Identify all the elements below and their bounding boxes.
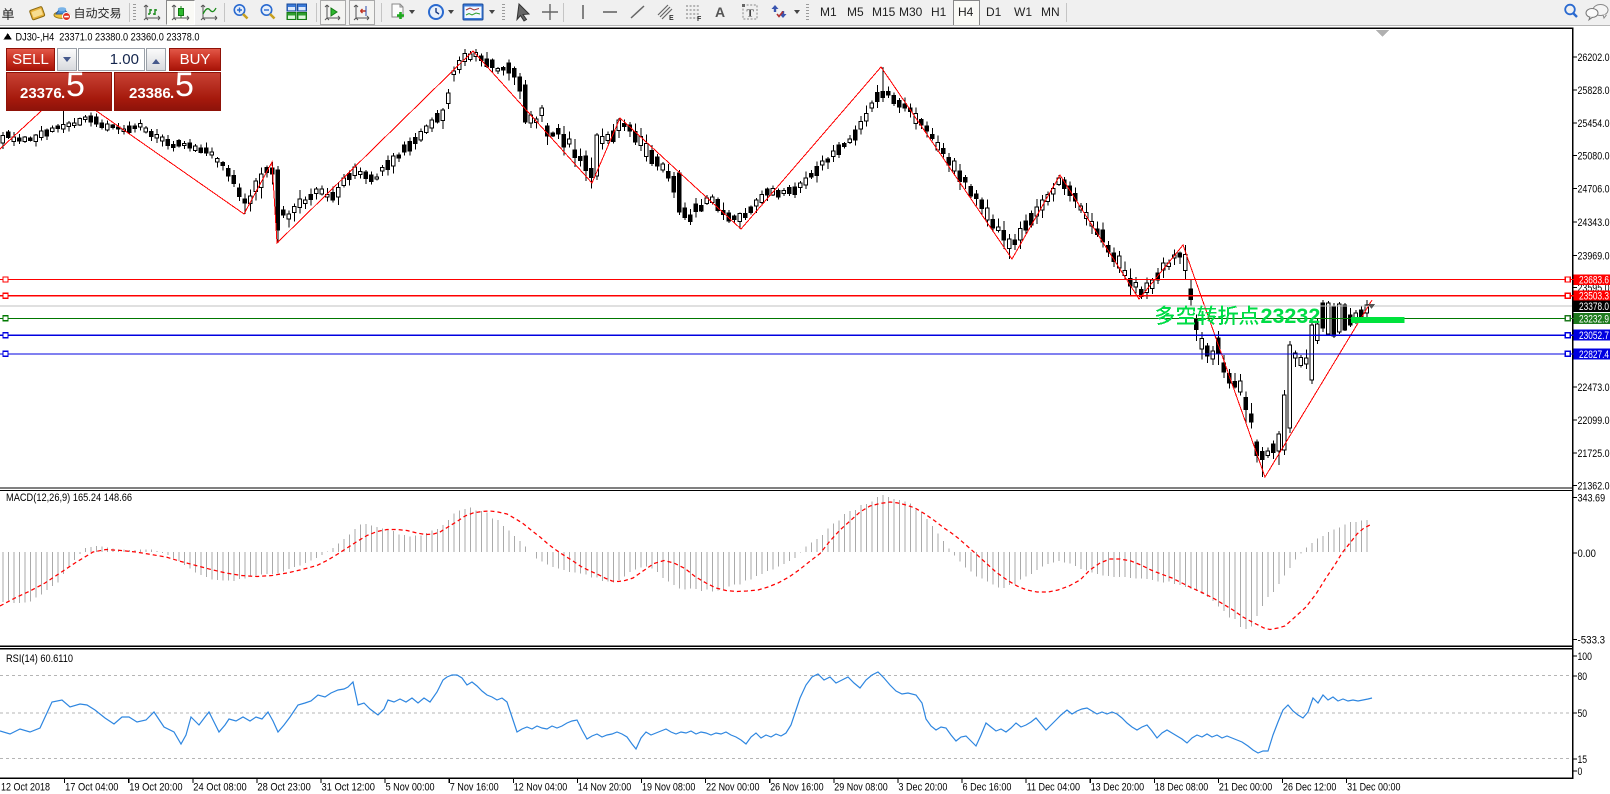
svg-text:13 Dec 20:00: 13 Dec 20:00 [1091,782,1144,794]
svg-text:31 Oct 12:00: 31 Oct 12:00 [322,782,375,794]
svg-text:22099.0: 22099.0 [1578,415,1610,427]
svg-text:DJ30-,H4 23371.0 23380.0 2336: DJ30-,H4 23371.0 23380.0 23360.0 23378.0 [16,32,200,44]
svg-text:MACD(12,26,9) 165.24 148.66: MACD(12,26,9) 165.24 148.66 [6,492,132,504]
svg-text:21362.0: 21362.0 [1578,480,1610,492]
svg-text:24 Oct 08:00: 24 Oct 08:00 [193,782,246,794]
svg-text:15: 15 [1578,754,1588,766]
svg-text:23378.0: 23378.0 [1579,301,1609,313]
svg-text:7 Nov 16:00: 7 Nov 16:00 [450,782,499,794]
svg-text:RSI(14) 60.6110: RSI(14) 60.6110 [6,653,73,665]
svg-text:22 Nov 00:00: 22 Nov 00:00 [706,782,759,794]
svg-text:F: F [697,16,702,22]
svg-text:23503.3: 23503.3 [1579,291,1609,303]
svg-text:22827.4: 22827.4 [1579,349,1609,361]
svg-text:25828.0: 25828.0 [1578,85,1610,97]
svg-text:23232: 23232 [1261,304,1321,328]
svg-text:0: 0 [1578,766,1583,778]
svg-text:23232.9: 23232.9 [1579,313,1609,325]
svg-text:29 Nov 08:00: 29 Nov 08:00 [834,782,887,794]
svg-text:19 Oct 20:00: 19 Oct 20:00 [129,782,182,794]
svg-text:50: 50 [1578,708,1588,720]
svg-text:25080.0: 25080.0 [1578,151,1610,163]
svg-text:0.00: 0.00 [1578,548,1596,560]
svg-text:31 Dec 00:00: 31 Dec 00:00 [1347,782,1400,794]
svg-text:6 Dec 16:00: 6 Dec 16:00 [963,782,1012,794]
svg-text:17 Oct 04:00: 17 Oct 04:00 [65,782,118,794]
svg-text:5 Nov 00:00: 5 Nov 00:00 [386,782,435,794]
svg-text:11 Dec 04:00: 11 Dec 04:00 [1027,782,1080,794]
svg-text:343.69: 343.69 [1578,493,1606,505]
svg-text:28 Oct 23:00: 28 Oct 23:00 [257,782,310,794]
svg-text:80: 80 [1578,671,1588,683]
svg-text:24706.0: 24706.0 [1578,184,1610,196]
svg-text:21 Dec 00:00: 21 Dec 00:00 [1219,782,1272,794]
svg-text:18 Dec 08:00: 18 Dec 08:00 [1155,782,1208,794]
svg-text:100: 100 [1578,651,1592,663]
svg-text:23683.6: 23683.6 [1579,275,1609,287]
svg-text:23969.0: 23969.0 [1578,250,1610,262]
svg-text:24343.0: 24343.0 [1578,217,1610,229]
svg-text:22473.0: 22473.0 [1578,382,1610,394]
svg-text:E: E [669,15,674,22]
svg-text:-533.3: -533.3 [1578,635,1606,647]
svg-text:25454.0: 25454.0 [1578,118,1610,130]
svg-text:12 Oct 2018: 12 Oct 2018 [1,782,50,794]
svg-text:14 Nov 20:00: 14 Nov 20:00 [578,782,631,794]
svg-text:19 Nov 08:00: 19 Nov 08:00 [642,782,695,794]
svg-text:26202.0: 26202.0 [1578,52,1610,64]
svg-text:12 Nov 04:00: 12 Nov 04:00 [514,782,567,794]
svg-text:26 Nov 16:00: 26 Nov 16:00 [770,782,823,794]
svg-text:26 Dec 12:00: 26 Dec 12:00 [1283,782,1336,794]
svg-text:T: T [747,8,755,20]
svg-text:21725.0: 21725.0 [1578,448,1610,460]
svg-text:23052.7: 23052.7 [1579,330,1609,342]
svg-text:3 Dec 20:00: 3 Dec 20:00 [898,782,947,794]
